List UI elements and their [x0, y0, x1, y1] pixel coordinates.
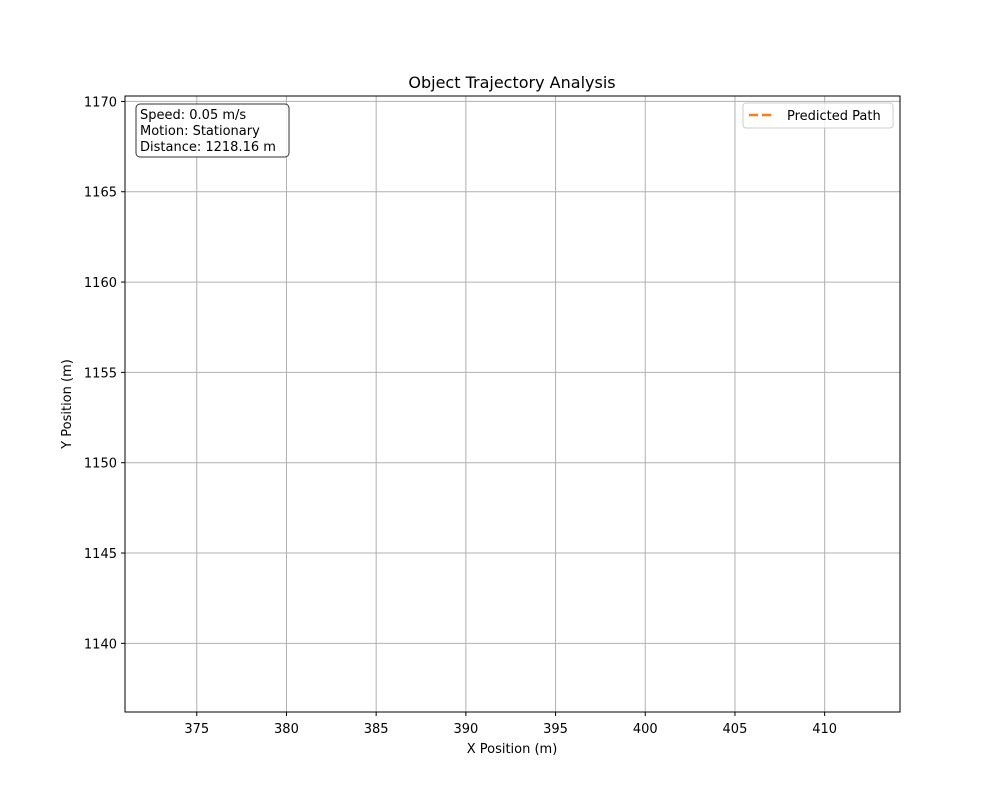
y-axis-label: Y Position (m) [60, 359, 75, 450]
plot-frame [124, 95, 901, 713]
plot-area [125, 96, 900, 712]
x-tick-label: 385 [364, 722, 389, 737]
info-annotation-box: Speed: 0.05 m/s Motion: Stationary Dista… [135, 103, 290, 158]
info-distance: Distance: 1218.16 m [140, 140, 276, 155]
x-tick-label: 410 [812, 722, 837, 737]
chart-title: Object Trajectory Analysis [408, 73, 615, 92]
x-axis-ticks: 375 380 385 390 395 400 405 410 [184, 712, 837, 737]
y-tick-label: 1155 [84, 366, 117, 381]
x-tick-label: 390 [453, 722, 478, 737]
legend-frame [742, 102, 894, 129]
y-tick-label: 1170 [84, 95, 117, 110]
legend: Predicted Path [742, 102, 894, 129]
x-axis-label: X Position (m) [467, 742, 558, 757]
y-tick-label: 1165 [84, 186, 117, 201]
grid-lines [125, 96, 900, 712]
info-motion: Motion: Stationary [140, 124, 260, 139]
x-tick-label: 375 [184, 722, 209, 737]
legend-label-predicted-path: Predicted Path [787, 109, 881, 124]
info-box-frame [135, 103, 290, 158]
x-tick-label: 380 [274, 722, 299, 737]
info-speed: Speed: 0.05 m/s [140, 108, 246, 123]
x-tick-label: 405 [723, 722, 748, 737]
x-tick-label: 395 [543, 722, 568, 737]
y-tick-label: 1145 [84, 547, 117, 562]
y-tick-label: 1150 [84, 457, 117, 472]
y-tick-label: 1140 [84, 637, 117, 652]
y-axis-ticks: 1140 1145 1150 1155 1160 1165 1170 [84, 95, 125, 652]
y-tick-label: 1160 [84, 276, 117, 291]
x-tick-label: 400 [633, 722, 658, 737]
